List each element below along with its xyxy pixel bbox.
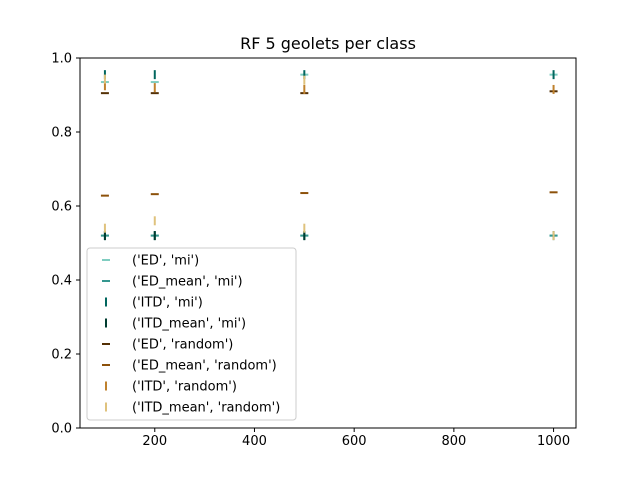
- x-tick-label-2: 600: [342, 434, 367, 449]
- legend-box: [86, 247, 297, 421]
- x-tick-label-4: 1000: [537, 434, 570, 449]
- y-tick-label-1: 0.2: [51, 348, 72, 363]
- y-tick-label-2: 0.4: [51, 274, 72, 289]
- chart-title: RF 5 geolets per class: [240, 34, 416, 53]
- axes-frame: [79, 57, 577, 429]
- legend-label-6: ('ITD', 'random'): [132, 380, 237, 395]
- x-tick-label-3: 800: [441, 434, 466, 449]
- y-tick-label-5: 1.0: [51, 52, 72, 67]
- plot-marks: [100, 70, 558, 241]
- y-axis: 0.0 0.2 0.4 0.6 0.8 1.0: [51, 52, 80, 437]
- x-tick-label-0: 200: [142, 434, 167, 449]
- y-tick-label-3: 0.6: [51, 200, 72, 215]
- legend-label-2: ('ITD', 'mi'): [132, 296, 203, 311]
- legend-label-3: ('ITD_mean', 'mi'): [132, 317, 246, 332]
- y-tick-label-4: 0.8: [51, 126, 72, 141]
- legend-label-5: ('ED_mean', 'random'): [132, 359, 277, 374]
- legend-label-7: ('ITD_mean', 'random'): [132, 401, 280, 416]
- legend-label-4: ('ED', 'random'): [132, 338, 233, 353]
- legend-label-0: ('ED', 'mi'): [132, 254, 199, 269]
- x-tick-label-1: 400: [242, 434, 267, 449]
- legend-label-1: ('ED_mean', 'mi'): [132, 275, 243, 290]
- legend: ('ED', 'mi') ('ED_mean', 'mi') ('ITD', 'mi…: [86, 247, 297, 421]
- x-axis: 200 400 600 800 1000: [142, 428, 570, 449]
- y-tick-label-0: 0.0: [51, 422, 72, 437]
